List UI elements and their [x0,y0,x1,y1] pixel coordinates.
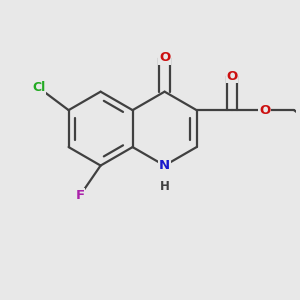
Text: N: N [159,159,170,172]
Text: O: O [259,103,270,117]
Text: O: O [226,70,238,83]
Text: H: H [160,180,170,194]
Text: Cl: Cl [32,82,46,94]
Text: O: O [159,51,170,64]
Text: F: F [76,189,85,202]
